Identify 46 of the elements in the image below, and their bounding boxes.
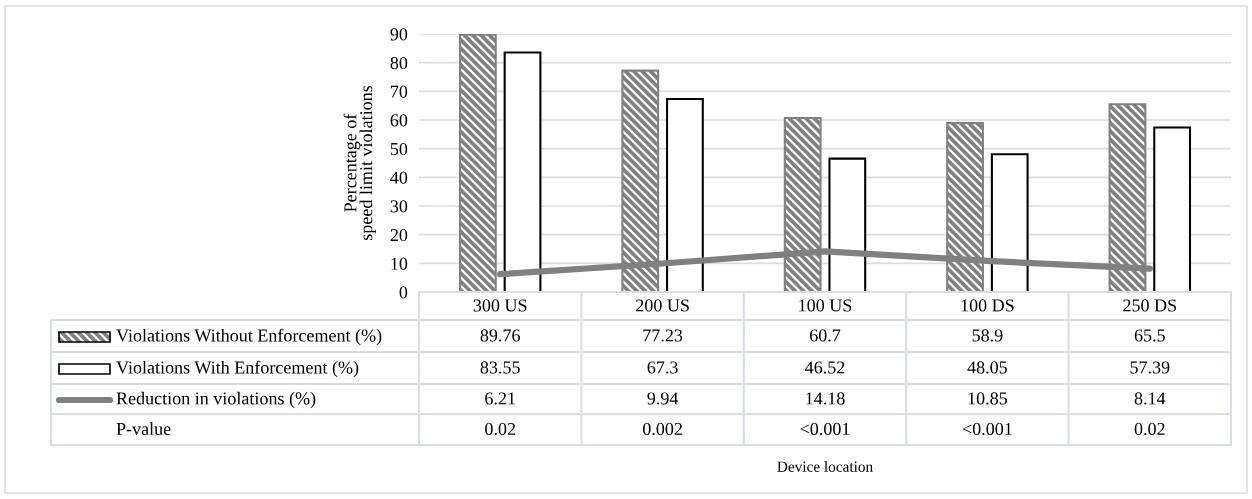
legend-label: Violations Without Enforcement (%) xyxy=(116,328,382,346)
x-tick-label: 250 DS xyxy=(1123,299,1177,312)
data-label: 48.05 xyxy=(967,361,1008,374)
bar xyxy=(828,157,867,292)
legend-label: Violations With Enforcement (%) xyxy=(116,360,359,378)
data-label: 14.18 xyxy=(806,392,845,405)
x-tick-label: 100 DS xyxy=(961,299,1014,312)
bar xyxy=(1153,126,1192,292)
legend-label: Reduction in violations (%) xyxy=(116,391,316,409)
y-tick-label: 10 xyxy=(391,257,408,270)
y-tick-label: 90 xyxy=(390,28,408,41)
bar xyxy=(990,153,1029,292)
y-tick-label: 50 xyxy=(390,142,408,156)
bar xyxy=(666,98,704,292)
x-tick-label: 200 US xyxy=(636,299,689,312)
data-label: 83.55 xyxy=(480,361,520,374)
bar xyxy=(503,51,542,292)
y-tick-label: 30 xyxy=(390,200,408,213)
data-label: 60.7 xyxy=(809,329,841,342)
y-tick-label: 0 xyxy=(399,286,408,299)
text: 0.02 xyxy=(1134,422,1165,436)
text: 0.02 xyxy=(485,422,515,436)
text: Device location xyxy=(777,461,873,472)
x-tick-label: 300 US xyxy=(473,299,527,312)
data-label: 58.9 xyxy=(972,329,1003,342)
data-label: 89.76 xyxy=(480,329,520,342)
text: <0.001 xyxy=(962,422,1012,436)
y-tick-label: 70 xyxy=(391,85,408,98)
data-label: 6.21 xyxy=(485,392,515,405)
data-label: 46.52 xyxy=(805,361,845,374)
y-tick-label: 80 xyxy=(390,56,408,70)
data-label: 67.3 xyxy=(647,361,678,374)
y-axis-title: Percentage of speed limit violations xyxy=(343,85,376,240)
data-label: 77.23 xyxy=(643,329,683,342)
data-label: 8.14 xyxy=(1134,392,1166,405)
x-tick-label: 100 US xyxy=(799,299,852,312)
text: <0.001 xyxy=(800,422,850,436)
text: 0.002 xyxy=(642,422,682,436)
y-tick-label: 40 xyxy=(390,171,408,184)
data-label: 65.5 xyxy=(1134,329,1165,342)
text: P-value xyxy=(116,422,171,436)
y-tick-label: 20 xyxy=(390,228,408,242)
data-label: 10.85 xyxy=(968,392,1008,405)
y-tick-label: 60 xyxy=(390,114,408,127)
data-label: 57.39 xyxy=(1130,361,1170,374)
data-label: 9.94 xyxy=(647,392,679,405)
